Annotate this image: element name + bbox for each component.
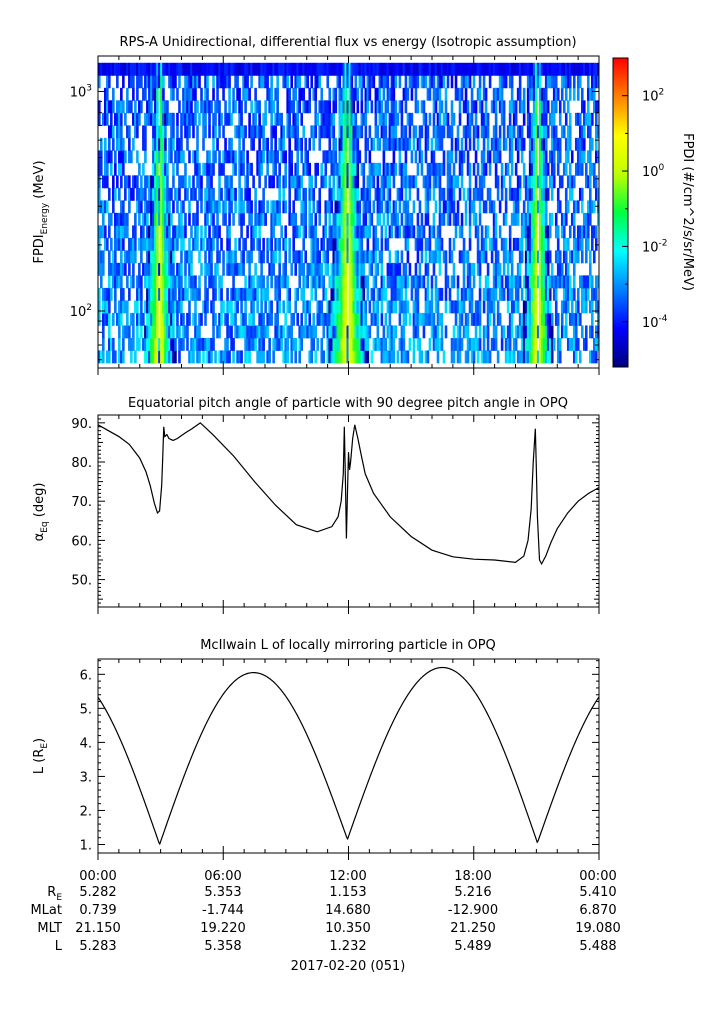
mcilwain-l-frame: [97, 658, 600, 854]
pitch-angle-series-line: [98, 422, 599, 566]
time-tick-label: 00:00: [579, 869, 616, 884]
ephemeris-value: 21.150: [75, 921, 121, 936]
time-tick-label: 00:00: [79, 869, 116, 884]
colorbar-frame: [612, 57, 629, 368]
ephemeris-row-label: RE: [47, 885, 62, 903]
mcilwain-l-y-tick-label: 3.: [80, 770, 92, 785]
mcilwain-l-y-ticks: 1. 2. 3. 4. 5. 6.: [80, 660, 599, 853]
mcilwain-l-y-tick-label: 2.: [80, 804, 92, 819]
mcilwain-l-panel: McIlwain L of locally mirroring particle…: [32, 638, 600, 860]
pitch-angle-y-tick-label: 70.: [71, 495, 92, 510]
time-tick-label: 18:00: [454, 869, 491, 884]
mcilwain-l-y-tick-label: 4.: [80, 736, 92, 751]
spectrogram-x-ticks: [97, 56, 600, 375]
mcilwain-l-series-line: [98, 666, 599, 846]
mcilwain-l-y-tick-label: 5.: [80, 702, 92, 717]
mcilwain-l-x-ticks: [97, 659, 600, 860]
ephemeris-value: 6.870: [579, 903, 616, 918]
ephemeris-table: RE MLat MLT L 5.282 5.353 1.153 5.216 5.…: [30, 885, 620, 974]
pitch-angle-panel: Equatorial pitch angle of particle with …: [32, 396, 600, 614]
ephemeris-row-label: MLat: [30, 903, 62, 918]
ephemeris-row-label: L: [55, 939, 63, 954]
pitch-angle-y-label: αEq (deg): [32, 483, 50, 542]
spectrogram-y-tick-label: 102: [70, 303, 92, 320]
pitch-angle-frame: [97, 414, 600, 608]
ephemeris-value: 14.680: [325, 903, 371, 918]
pitch-angle-y-tick-label: 60.: [71, 534, 92, 549]
spectrogram-title: RPS-A Unidirectional, differential flux …: [119, 35, 576, 50]
pitch-angle-title: Equatorial pitch angle of particle with …: [128, 396, 568, 411]
mcilwain-l-title: McIlwain L of locally mirroring particle…: [200, 638, 496, 653]
colorbar-tick-label: 10-4: [642, 314, 668, 331]
colorbar-tick-label: 100: [642, 163, 665, 180]
ephemeris-value: 5.283: [79, 939, 116, 954]
ephemeris-value: -12.900: [448, 903, 498, 918]
ephemeris-row-label: MLT: [37, 921, 62, 936]
spectrogram-heatmap: [98, 56, 599, 368]
mcilwain-l-y-tick-label: 6.: [80, 668, 92, 683]
ephemeris-value: -1.744: [202, 903, 244, 918]
spectrogram-y-tick-label: 103: [70, 83, 92, 100]
ephemeris-value: 5.488: [579, 939, 616, 954]
mcilwain-l-y-label: L (RE): [32, 738, 50, 774]
colorbar: 10-4 10-2 100 102 FPDI (#/cm^2/s/sr/MeV): [612, 57, 695, 368]
ephemeris-value: 1.153: [329, 885, 366, 900]
time-tick-label: 12:00: [329, 869, 366, 884]
ephemeris-value: 5.410: [579, 885, 616, 900]
spectrogram-y-ticks: 102 103: [70, 83, 599, 361]
ephemeris-value: 5.282: [79, 885, 116, 900]
colorbar-tick-label: 10-2: [642, 238, 668, 255]
ephemeris-value: 5.358: [204, 939, 241, 954]
colorbar-gradient: [613, 58, 628, 367]
spectrogram-panel: RPS-A Unidirectional, differential flux …: [32, 35, 600, 375]
mcilwain-l-y-tick-label: 1.: [80, 838, 92, 853]
ephemeris-value: 5.216: [454, 885, 491, 900]
colorbar-ticks: 10-4 10-2 100 102: [622, 57, 668, 360]
ephemeris-value: 5.489: [454, 939, 491, 954]
pitch-angle-y-ticks: 50. 60. 70. 80. 90.: [71, 414, 599, 608]
pitch-angle-y-tick-label: 50.: [71, 574, 92, 589]
time-axis-labels: 00:00 06:00 12:00 18:00 00:00: [79, 869, 616, 884]
colorbar-tick-label: 102: [642, 88, 664, 105]
time-tick-label: 06:00: [204, 869, 241, 884]
pitch-angle-y-tick-label: 90.: [71, 417, 92, 432]
ephemeris-value: 19.220: [200, 921, 246, 936]
ephemeris-value: 10.350: [325, 921, 371, 936]
date-label: 2017-02-20 (051): [291, 959, 406, 974]
colorbar-label: FPDI (#/cm^2/s/sr/MeV): [680, 133, 695, 291]
ephemeris-value: 19.080: [575, 921, 621, 936]
ephemeris-value: 21.250: [450, 921, 496, 936]
ephemeris-value: 0.739: [79, 903, 116, 918]
ephemeris-value: 1.232: [329, 939, 366, 954]
spectrogram-y-label: FPDIEnergy (MeV): [32, 160, 50, 263]
pitch-angle-y-tick-label: 80.: [71, 456, 92, 471]
pitch-angle-x-ticks: [97, 415, 600, 614]
ephemeris-value: 5.353: [204, 885, 241, 900]
